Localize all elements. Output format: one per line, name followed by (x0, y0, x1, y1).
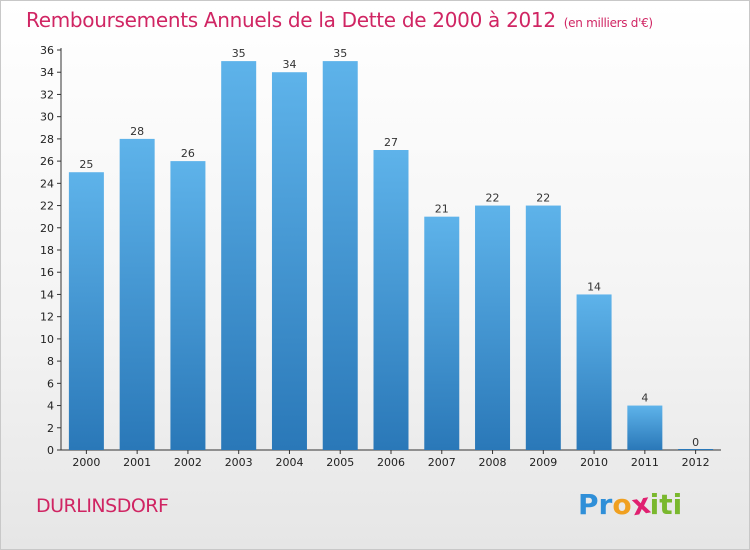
bar (68, 172, 104, 450)
data-label: 35 (333, 47, 347, 60)
logo-letter: t (659, 488, 673, 521)
y-tick-label: 12 (40, 311, 54, 324)
bar (627, 405, 663, 450)
y-tick-label: 22 (40, 200, 54, 213)
y-tick-label: 24 (40, 177, 54, 190)
x-tick-label: 2002 (174, 456, 202, 469)
y-tick-label: 4 (47, 400, 54, 413)
proxiti-logo: Proxiti (578, 487, 683, 523)
bar (271, 72, 307, 450)
chart-title-text: Remboursements Annuels de la Dette de 20… (26, 8, 556, 32)
x-tick-label: 2000 (72, 456, 100, 469)
data-label: 14 (587, 280, 601, 293)
y-tick-label: 16 (40, 266, 54, 279)
y-tick-label: 36 (40, 44, 54, 57)
y-tick-label: 28 (40, 133, 54, 146)
logo-letter: r (598, 488, 613, 521)
data-label: 0 (692, 436, 699, 449)
y-tick-label: 10 (40, 333, 54, 346)
x-tick-label: 2006 (377, 456, 405, 469)
x-tick-label: 2009 (529, 456, 557, 469)
chart-title: Remboursements Annuels de la Dette de 20… (26, 8, 653, 32)
logo-letter: o (612, 488, 632, 521)
bar (576, 294, 612, 450)
y-tick-label: 2 (47, 422, 54, 435)
y-tick-label: 14 (40, 288, 54, 301)
y-tick-label: 6 (47, 377, 54, 390)
x-tick-label: 2004 (275, 456, 303, 469)
x-tick-label: 2012 (682, 456, 710, 469)
logo-letter: P (578, 488, 599, 521)
data-label: 25 (79, 158, 93, 171)
data-label: 26 (181, 147, 195, 160)
chart-subtitle: (en milliers d'€) (563, 16, 653, 30)
y-tick-label: 8 (47, 355, 54, 368)
data-label: 21 (435, 203, 449, 216)
x-tick-label: 2008 (479, 456, 507, 469)
bar (322, 61, 358, 450)
data-label: 34 (282, 58, 296, 71)
data-label: 4 (641, 392, 648, 405)
x-tick-label: 2001 (123, 456, 151, 469)
y-tick-label: 30 (40, 111, 54, 124)
x-tick-label: 2007 (428, 456, 456, 469)
logo-letter: i (649, 488, 660, 521)
bar (170, 161, 206, 450)
y-tick-label: 26 (40, 155, 54, 168)
logo-letter: i (672, 488, 683, 521)
data-label: 28 (130, 125, 144, 138)
y-tick-label: 0 (47, 444, 54, 457)
bar (119, 138, 155, 450)
data-label: 22 (486, 192, 500, 205)
data-label: 27 (384, 136, 398, 149)
y-tick-label: 18 (40, 244, 54, 257)
x-tick-label: 2010 (580, 456, 608, 469)
x-tick-label: 2003 (225, 456, 253, 469)
y-tick-label: 20 (40, 222, 54, 235)
x-tick-label: 2011 (631, 456, 659, 469)
bar (525, 205, 561, 450)
x-tick-label: 2005 (326, 456, 354, 469)
y-tick-label: 32 (40, 88, 54, 101)
bar (373, 150, 409, 450)
data-label: 35 (232, 47, 246, 60)
bar (424, 216, 460, 450)
commune-name: DURLINSDORF (36, 495, 169, 517)
bar (221, 61, 257, 450)
data-label: 22 (536, 192, 550, 205)
y-tick-label: 34 (40, 66, 54, 79)
bar (475, 205, 511, 450)
